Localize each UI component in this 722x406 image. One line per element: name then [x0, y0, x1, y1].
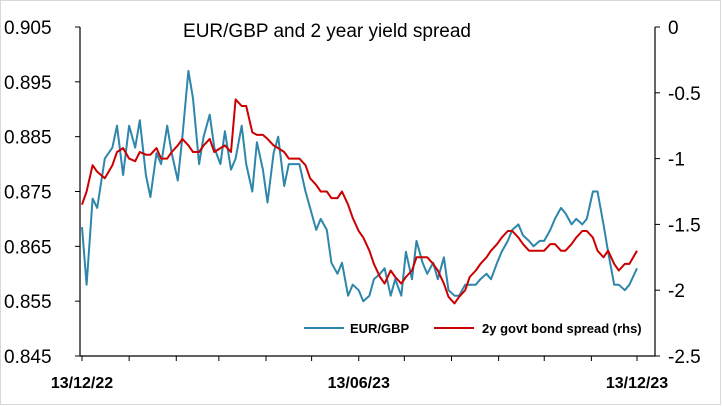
axes: 0.905 0.895 0.885 0.875 0.865 0.855 0.845 0 -0.5… — [4, 18, 701, 392]
left-tick-label: 0.855 — [4, 292, 52, 313]
right-tick-label: -0.5 — [668, 84, 701, 105]
series-line-eurgbp — [81, 69, 638, 303]
left-tick-label: 0.895 — [4, 73, 52, 94]
left-tick-label: 0.905 — [4, 18, 52, 39]
left-tick-label: 0.865 — [4, 237, 52, 258]
right-tick-label: -2.5 — [668, 347, 701, 368]
left-tick-label: 0.845 — [4, 347, 52, 368]
series-layer — [81, 69, 638, 305]
left-tick-label: 0.885 — [4, 128, 52, 149]
right-tick-label: 0 — [668, 18, 679, 39]
legend: EUR/GBP 2y govt bond spread (rhs) — [304, 321, 642, 336]
left-tick-label: 0.875 — [4, 183, 52, 204]
legend-label-0: EUR/GBP — [350, 321, 410, 336]
x-tick-label: 13/06/23 — [328, 375, 390, 392]
chart-title: EUR/GBP and 2 year yield spread — [183, 21, 471, 42]
x-tick-label: 13/12/22 — [51, 375, 113, 392]
right-tick-label: -1 — [668, 150, 685, 171]
legend-label-1: 2y govt bond spread (rhs) — [482, 321, 642, 336]
series-line-spread — [81, 98, 638, 305]
right-tick-label: -2 — [668, 281, 685, 302]
x-tick-label: 13/12/23 — [606, 375, 668, 392]
right-tick-label: -1.5 — [668, 215, 701, 236]
